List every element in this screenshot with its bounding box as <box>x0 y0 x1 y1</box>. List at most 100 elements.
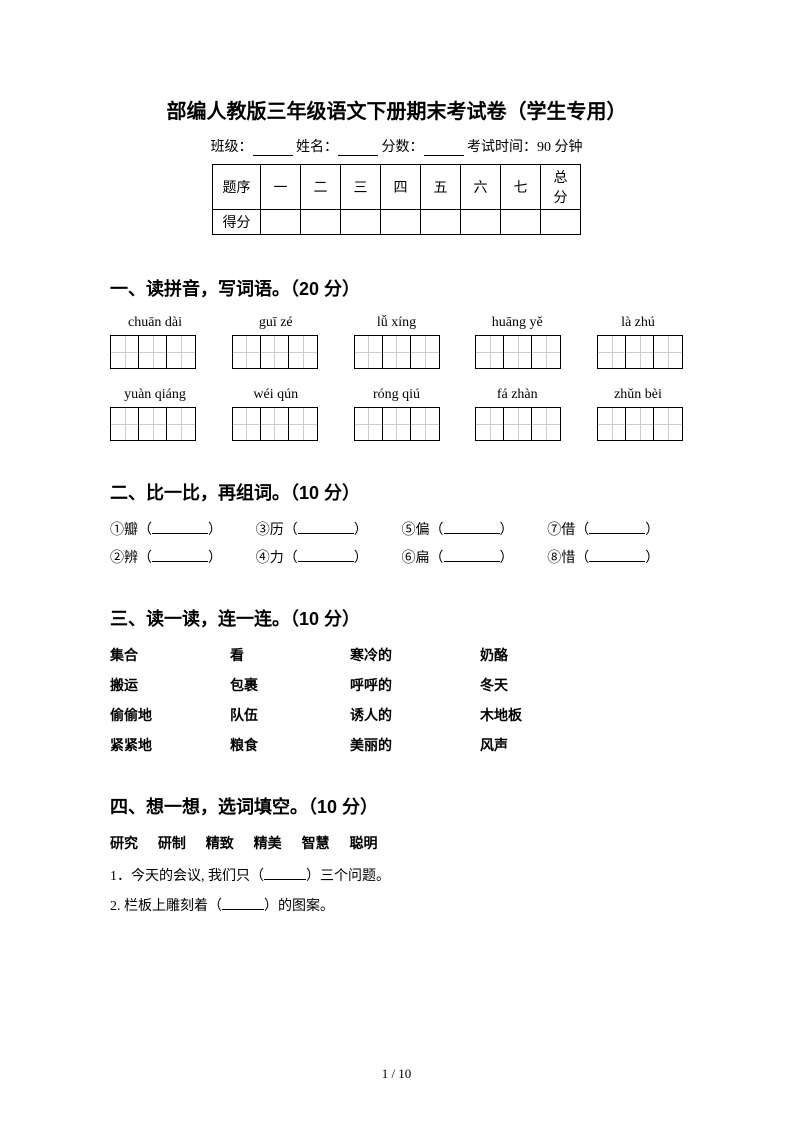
q3-cell: 奶酪 <box>480 645 570 665</box>
blank[interactable] <box>444 522 500 534</box>
class-blank[interactable] <box>253 142 293 156</box>
section1-title: 一、读拼音，写词语。（20 分） <box>110 275 683 301</box>
col-5: 五 <box>421 165 461 210</box>
char-grid[interactable] <box>475 407 561 441</box>
q2-item: ⑦借（） <box>547 519 683 539</box>
name-blank[interactable] <box>338 142 378 156</box>
q3-cell: 诱人的 <box>350 705 450 725</box>
blank[interactable] <box>222 898 264 910</box>
char-grid[interactable] <box>354 335 440 369</box>
name-label: 姓名： <box>296 140 338 155</box>
q3-cell: 美丽的 <box>350 735 450 755</box>
blank[interactable] <box>298 522 354 534</box>
char-grid[interactable] <box>110 407 196 441</box>
blank[interactable] <box>298 550 354 562</box>
section2-title: 二、比一比，再组词。（10 分） <box>110 479 683 505</box>
q4-item-2: 2. 栏板上雕刻着（ ）的图案。 <box>110 895 683 915</box>
char-grid[interactable] <box>475 335 561 369</box>
char-grid[interactable] <box>110 335 196 369</box>
word: 研制 <box>158 835 186 851</box>
score-cell[interactable] <box>541 210 581 235</box>
q3-cell: 偷偷地 <box>110 705 200 725</box>
q3-cell: 包裹 <box>230 675 320 695</box>
score-cell[interactable] <box>301 210 341 235</box>
blank[interactable] <box>444 550 500 562</box>
pinyin-item: chuān dài <box>110 315 200 331</box>
col-6: 六 <box>461 165 501 210</box>
q4-pre: 1．今天的会议, 我们只（ <box>110 869 264 884</box>
page-number: 1 / 10 <box>0 1066 793 1082</box>
score-table: 题序 一 二 三 四 五 六 七 总分 得分 <box>212 164 581 235</box>
score-label: 分数： <box>382 140 424 155</box>
col-7: 七 <box>501 165 541 210</box>
char-grid[interactable] <box>597 335 683 369</box>
word: 精美 <box>254 835 282 851</box>
q3-cell: 木地板 <box>480 705 570 725</box>
col-3: 三 <box>341 165 381 210</box>
q4-post: ）的图案。 <box>264 899 334 914</box>
blank[interactable] <box>589 550 645 562</box>
time-label: 考试时间：90 分钟 <box>467 140 583 155</box>
q2-item: ③历（） <box>256 519 392 539</box>
blank[interactable] <box>152 522 208 534</box>
word: 智慧 <box>302 835 330 851</box>
grid-row-1 <box>110 335 683 369</box>
q3-cell: 粮食 <box>230 735 320 755</box>
q3-cell: 紧紧地 <box>110 735 200 755</box>
q2-item: ②辨（） <box>110 547 246 567</box>
q3-grid: 集合 看 寒冷的 奶酪 搬运 包裹 呼呼的 冬天 偷偷地 队伍 诱人的 木地板 … <box>110 645 683 755</box>
q3-cell: 看 <box>230 645 320 665</box>
col-total: 总分 <box>541 165 581 210</box>
word: 聪明 <box>349 835 377 851</box>
q2-item: ⑥扁（） <box>402 547 538 567</box>
q3-cell: 冬天 <box>480 675 570 695</box>
q2-item: ①瓣（） <box>110 519 246 539</box>
score-cell[interactable] <box>341 210 381 235</box>
q3-cell: 集合 <box>110 645 200 665</box>
pinyin-item: róng qiú <box>352 387 442 403</box>
q4-pre: 2. 栏板上雕刻着（ <box>110 899 222 914</box>
pinyin-item: yuàn qiáng <box>110 387 200 403</box>
q4-item-1: 1．今天的会议, 我们只（ ）三个问题。 <box>110 865 683 885</box>
section-2: 二、比一比，再组词。（10 分） ①瓣（） ③历（） ⑤偏（） ⑦借（） ②辨（… <box>110 479 683 567</box>
exam-title: 部编人教版三年级语文下册期末考试卷（学生专用） <box>110 95 683 124</box>
score-cell[interactable] <box>461 210 501 235</box>
score-cell[interactable] <box>501 210 541 235</box>
q4-post: ）三个问题。 <box>306 869 390 884</box>
pinyin-item: zhǔn bèi <box>593 387 683 403</box>
q3-cell: 风声 <box>480 735 570 755</box>
char-grid[interactable] <box>232 407 318 441</box>
col-2: 二 <box>301 165 341 210</box>
pinyin-item: huāng yě <box>472 315 562 331</box>
pinyin-item: fá zhàn <box>472 387 562 403</box>
score-cell[interactable] <box>381 210 421 235</box>
section-3: 三、读一读，连一连。（10 分） 集合 看 寒冷的 奶酪 搬运 包裹 呼呼的 冬… <box>110 605 683 755</box>
blank[interactable] <box>152 550 208 562</box>
pinyin-item: guī zé <box>231 315 321 331</box>
pinyin-item: lǚ xíng <box>352 315 442 331</box>
section4-title: 四、想一想，选词填空。（10 分） <box>110 793 683 819</box>
blank[interactable] <box>264 868 306 880</box>
q3-cell: 寒冷的 <box>350 645 450 665</box>
char-grid[interactable] <box>354 407 440 441</box>
char-grid[interactable] <box>597 407 683 441</box>
section-4: 四、想一想，选词填空。（10 分） 研究 研制 精致 精美 智慧 聪明 1．今天… <box>110 793 683 915</box>
section-1: 一、读拼音，写词语。（20 分） chuān dài guī zé lǚ xín… <box>110 275 683 441</box>
info-line: 班级： 姓名： 分数： 考试时间：90 分钟 <box>110 136 683 156</box>
score-cell[interactable] <box>261 210 301 235</box>
score-cell[interactable] <box>421 210 461 235</box>
word: 研究 <box>110 835 138 851</box>
q2-item: ④力（） <box>256 547 392 567</box>
section3-title: 三、读一读，连一连。（10 分） <box>110 605 683 631</box>
pinyin-item: là zhú <box>593 315 683 331</box>
blank[interactable] <box>589 522 645 534</box>
score-blank[interactable] <box>424 142 464 156</box>
q4-wordbank: 研究 研制 精致 精美 智慧 聪明 <box>110 833 683 853</box>
word: 精致 <box>206 835 234 851</box>
row2-label: 得分 <box>213 210 261 235</box>
class-label: 班级： <box>211 140 253 155</box>
char-grid[interactable] <box>232 335 318 369</box>
q3-cell: 队伍 <box>230 705 320 725</box>
q2-grid: ①瓣（） ③历（） ⑤偏（） ⑦借（） ②辨（） ④力（） ⑥扁（） ⑧惜（） <box>110 519 683 567</box>
col-1: 一 <box>261 165 301 210</box>
